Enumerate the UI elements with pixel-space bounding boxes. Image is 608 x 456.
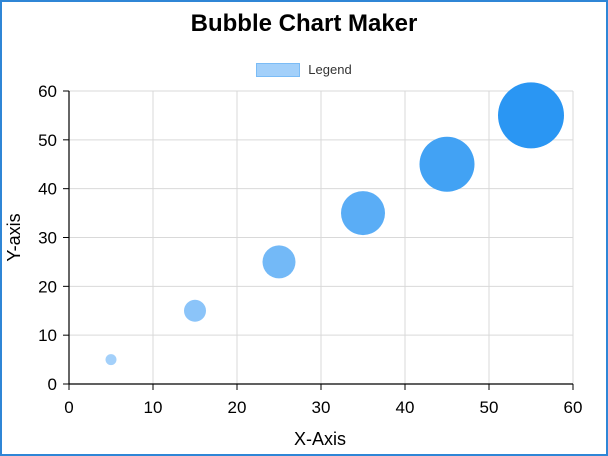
grid-layer [68,90,574,385]
x-tick-label-3: 30 [312,398,331,417]
y-tick-label-3: 30 [38,229,57,248]
bubble-4[interactable] [419,136,475,192]
bubble-1[interactable] [184,299,206,322]
bubble-2[interactable] [262,245,296,279]
bubble-5[interactable] [498,82,564,149]
chart-legend[interactable]: Legend [0,62,608,77]
bubble-3[interactable] [341,191,385,236]
bubble-0[interactable] [105,354,117,366]
x-tick-label-2: 20 [228,398,247,417]
label-layer: 0 10 20 30 40 50 60 0 10 20 30 40 50 60 X-Axis Y-axis [4,82,582,449]
chart-title: Bubble Chart Maker [190,10,418,37]
y-tick-label-0: 0 [48,375,57,394]
x-tick-label-5: 50 [480,398,499,417]
y-tick-label-2: 20 [38,277,57,296]
y-tick-label-6: 60 [38,82,57,101]
bubble-layer [105,82,564,366]
y-tick-label-4: 40 [38,180,57,199]
x-tick-label-0: 0 [64,398,73,417]
y-tick-label-5: 50 [38,131,57,150]
x-tick-label-1: 10 [144,398,163,417]
y-axis-title: Y-axis [4,213,24,261]
legend-label[interactable]: Legend [308,62,352,77]
axis-layer [63,90,574,390]
y-tick-label-1: 10 [38,326,57,345]
x-tick-label-4: 40 [396,398,415,417]
x-axis-title: X-Axis [294,429,346,449]
legend-swatch[interactable] [256,62,301,77]
x-tick-label-6: 60 [564,398,583,417]
